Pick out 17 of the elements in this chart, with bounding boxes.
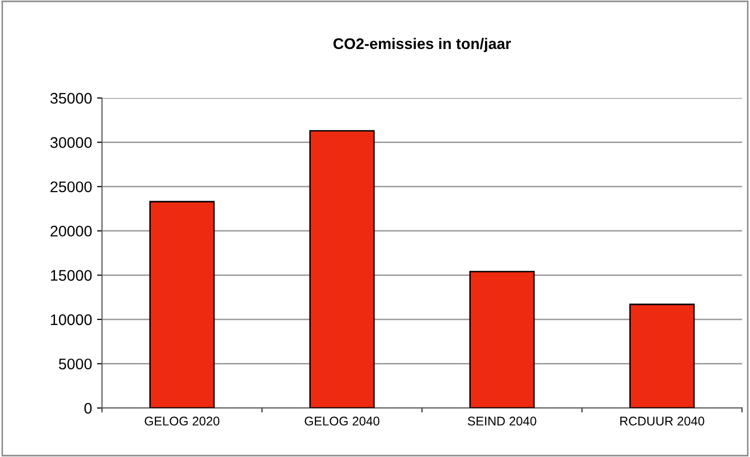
chart-title: CO2-emissies in ton/jaar	[333, 38, 511, 52]
x-tick-label: RCDUUR 2040	[620, 416, 704, 426]
y-tick-label: 10000	[50, 314, 92, 326]
y-tick-label: 0	[84, 402, 92, 414]
x-tick-label: GELOG 2020	[144, 416, 220, 426]
bar	[149, 200, 215, 408]
x-tick-label: SEIND 2040	[468, 416, 536, 426]
y-tick-label: 35000	[50, 92, 92, 104]
y-tick-label: 5000	[58, 358, 92, 370]
x-tick-label: GELOG 2040	[304, 416, 380, 426]
y-tick-label: 15000	[50, 270, 92, 281]
bar	[629, 304, 695, 408]
y-tick-label: 30000	[50, 137, 92, 148]
y-tick-label: 25000	[50, 181, 92, 192]
bar	[469, 270, 535, 408]
y-tick-label: 20000	[50, 226, 92, 237]
bar	[309, 130, 375, 408]
